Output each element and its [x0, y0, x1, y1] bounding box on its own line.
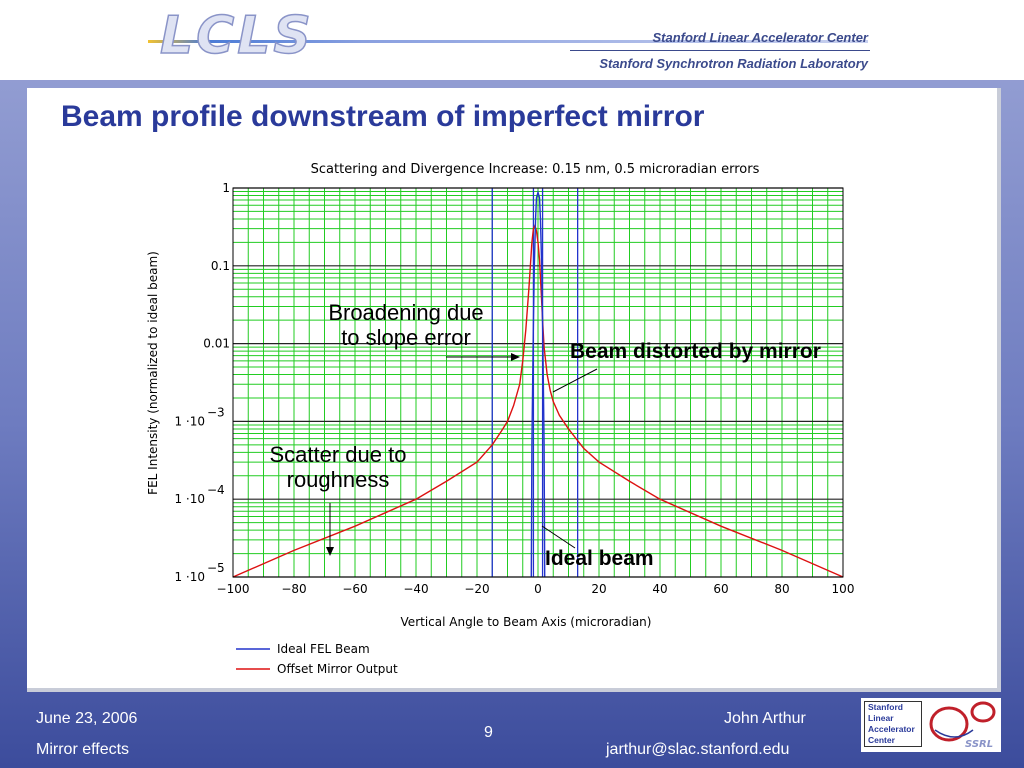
legend-label-offset: Offset Mirror Output — [277, 662, 398, 676]
callout-scatter-line2: roughness — [286, 467, 390, 493]
x-tick-label: 0 — [534, 582, 542, 596]
x-tick-label: 100 — [832, 582, 855, 596]
slac-logo-box: Stanford Linear Accelerator Center — [864, 701, 922, 747]
y-tick-label: 1 ·10 — [174, 414, 205, 428]
x-tick-label: 60 — [713, 582, 728, 596]
x-tick-label: 20 — [591, 582, 606, 596]
callout-ideal: Ideal beam — [545, 547, 654, 570]
chart-legend: Ideal FEL Beam Offset Mirror Output — [236, 642, 398, 676]
institution-slac: Stanford Linear Accelerator Center — [652, 30, 868, 45]
x-axis-label: Vertical Angle to Beam Axis (microradian… — [401, 615, 652, 629]
distorted-pointer — [552, 368, 598, 393]
ssrl-logo-text: SSRL — [965, 739, 993, 750]
ssrl-logo-icon: SSRL — [929, 701, 996, 750]
x-tick-label: −20 — [464, 582, 489, 596]
lab-logo: Stanford Linear Accelerator Center SSRL — [861, 698, 1001, 752]
y-tick-label: 0.1 — [211, 259, 230, 273]
callout-broadening-line1: Broadening due — [328, 300, 484, 325]
scatter-arrow-head — [326, 547, 334, 556]
y-tick-exponent: −3 — [207, 405, 225, 419]
footer-page-number: 9 — [484, 724, 493, 741]
callout-broadening-line2: to slope error — [341, 325, 471, 351]
institution-ssrl: Stanford Synchrotron Radiation Laborator… — [599, 56, 868, 71]
logo-stripe — [148, 40, 868, 43]
slide-title: Beam profile downstream of imperfect mir… — [61, 100, 705, 133]
slac-logo-line4: Center — [868, 735, 895, 745]
lcls-logo: LCLS — [159, 5, 314, 67]
chart-axes: −100 −80 −60 −40 −20 0 20 40 60 80 100 1 0.1 0.01 1 ·1… — [174, 181, 854, 596]
x-tick-label: −80 — [281, 582, 306, 596]
plot-frame — [232, 187, 844, 578]
y-tick-label: 0.01 — [203, 337, 230, 351]
callout-scatter-line1: Scatter due to — [269, 442, 407, 467]
chart-vertical-markers — [491, 188, 579, 577]
callout-broadening: Broadening due to slope error — [306, 300, 506, 351]
slide-panel: Beam profile downstream of imperfect mir… — [27, 88, 1001, 692]
x-tick-label: −40 — [403, 582, 428, 596]
slac-logo-line2: Linear — [868, 713, 894, 723]
callout-pointers — [326, 353, 598, 556]
y-axis-label: FEL Intensity (normalized to ideal beam) — [146, 251, 160, 495]
callout-distorted: Beam distorted by mirror — [570, 340, 821, 363]
slac-logo-line1: Stanford — [868, 702, 903, 712]
y-tick-exponent: −4 — [207, 483, 225, 497]
footer-topic: Mirror effects — [36, 741, 130, 758]
x-tick-label: −100 — [217, 582, 250, 596]
x-tick-label: 80 — [774, 582, 789, 596]
chart-series — [232, 189, 844, 578]
chart-title: Scattering and Divergence Increase: 0.15… — [311, 162, 760, 177]
y-tick-label: 1 ·10 — [174, 492, 205, 506]
ideal-pointer — [541, 525, 576, 549]
callout-scatter: Scatter due to roughness — [238, 442, 438, 493]
x-tick-label: −60 — [342, 582, 367, 596]
y-tick-label: 1 ·10 — [174, 570, 205, 584]
series-line-ideal-fel-beam — [530, 189, 546, 578]
footer-email: jarthur@slac.stanford.edu — [606, 741, 790, 758]
footer-author: John Arthur — [724, 710, 806, 727]
slac-logo-line3: Accelerator — [868, 724, 915, 734]
x-tick-label: 40 — [652, 582, 667, 596]
y-tick-exponent: −5 — [207, 561, 225, 575]
institution-divider — [570, 50, 870, 51]
header: LCLS Stanford Linear Accelerator Center … — [0, 0, 1024, 80]
footer-date: June 23, 2006 — [36, 710, 138, 727]
y-tick-label: 1 — [222, 181, 230, 195]
legend-label-ideal: Ideal FEL Beam — [277, 642, 370, 656]
broadening-arrow-head — [511, 353, 520, 361]
